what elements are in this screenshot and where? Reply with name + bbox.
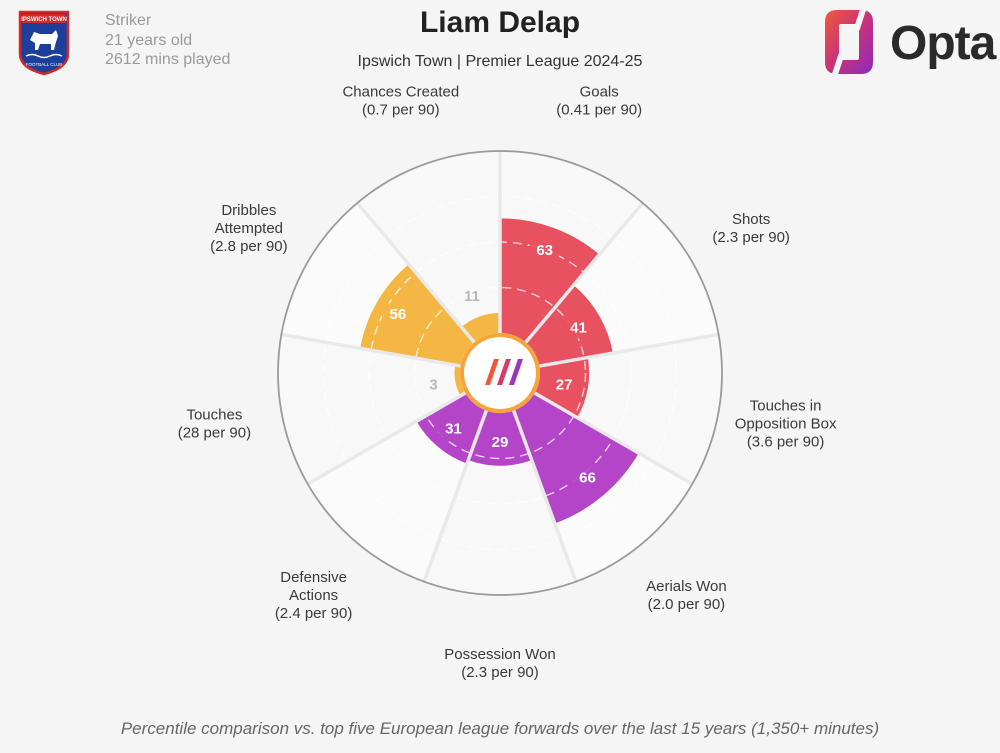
value-label-background xyxy=(571,466,604,489)
bar-aerials-won xyxy=(513,393,639,524)
background-sector xyxy=(357,151,500,343)
value-label: 56 xyxy=(390,306,407,323)
logo-slash xyxy=(509,359,523,385)
player-name-title: Liam Delap xyxy=(419,6,581,39)
background-sector xyxy=(278,334,466,484)
value-label-group: 29 xyxy=(484,430,516,453)
gridline-ring xyxy=(413,286,587,460)
logo-slash xyxy=(497,359,511,385)
value-label-group: 41 xyxy=(562,316,595,339)
value-label-background xyxy=(484,430,516,453)
background-sector xyxy=(424,410,576,595)
team-league-subtitle: Ipswich Town | Premier League 2024-25 xyxy=(357,53,643,70)
metric-name-label: Possession Won xyxy=(444,646,555,663)
metric-name-label: Goals xyxy=(580,83,619,100)
metric-label-group: Chances Created(0.7 per 90) xyxy=(342,83,459,118)
metric-rate-label: (3.6 per 90) xyxy=(747,433,825,450)
metric-rate-label: (0.7 per 90) xyxy=(362,101,440,118)
value-label-group: 66 xyxy=(571,466,604,489)
player-position: Striker xyxy=(105,12,152,29)
value-label: 41 xyxy=(570,320,587,337)
metric-label-group: Touches(28 per 90) xyxy=(178,406,251,441)
value-label-group: 11 xyxy=(464,288,480,305)
center-disc xyxy=(464,337,536,409)
metric-name-label: Shots xyxy=(732,211,770,228)
value-label-background xyxy=(562,316,595,339)
metric-name-label: Defensive xyxy=(280,569,347,586)
player-meta: Striker 21 years old 2612 mins played xyxy=(105,11,230,70)
player-age: 21 years old xyxy=(105,31,193,49)
value-label-group: 56 xyxy=(381,303,414,326)
metric-name-label: Touches in xyxy=(750,397,822,414)
metric-name-label: Actions xyxy=(289,587,338,604)
metric-rate-label: (2.0 per 90) xyxy=(648,596,726,613)
opta-brand-text: Opta xyxy=(890,17,996,70)
bar-chances-created xyxy=(461,312,500,343)
value-label-background xyxy=(381,303,414,326)
value-label: 27 xyxy=(556,376,573,393)
metric-name-label: Aerials Won xyxy=(646,578,727,595)
bar-dribbles-attempted xyxy=(360,264,475,367)
footnote: Percentile comparison vs. top five Europ… xyxy=(120,719,880,738)
club-crest-logo: IPSWICH TOWN FOOTBALL CLUB xyxy=(18,10,70,76)
metric-label-group: Shots(2.3 per 90) xyxy=(712,211,790,246)
opta-logo-icon xyxy=(825,7,873,77)
metric-name-label: Chances Created xyxy=(342,83,459,100)
player-minutes: 2612 mins played xyxy=(105,51,231,68)
metric-name-label: Touches xyxy=(186,406,242,423)
metric-rate-label: (2.3 per 90) xyxy=(712,229,790,246)
metric-name-label: Dribbles xyxy=(221,202,276,219)
value-label: 63 xyxy=(536,242,553,259)
value-label-group: 63 xyxy=(528,239,561,262)
value-label-group: 27 xyxy=(548,373,581,396)
value-label-background xyxy=(437,417,470,440)
crest-text-top: IPSWICH TOWN xyxy=(21,17,67,23)
radial-separator xyxy=(306,391,467,486)
logo-slash xyxy=(485,359,499,385)
radial-separator xyxy=(533,391,694,486)
value-label: 31 xyxy=(445,420,462,437)
metric-rate-label: (2.4 per 90) xyxy=(275,605,353,622)
bar-goals xyxy=(500,218,600,343)
value-label-group: 3 xyxy=(429,377,437,394)
value-label: 29 xyxy=(492,434,509,451)
value-label: 66 xyxy=(579,469,596,486)
metric-rate-label: (2.8 per 90) xyxy=(210,238,288,255)
value-label: 11 xyxy=(464,288,480,305)
radial-separator xyxy=(539,332,719,368)
metric-rate-label: (2.3 per 90) xyxy=(461,664,539,681)
crest-banner xyxy=(22,14,66,23)
value-label: 3 xyxy=(429,377,437,394)
crest-text-bottom: FOOTBALL CLUB xyxy=(26,62,63,67)
metric-label-group: Possession Won(2.3 per 90) xyxy=(444,646,555,681)
outer-ring xyxy=(277,150,723,596)
radial-separator xyxy=(524,201,645,344)
value-label-background xyxy=(528,239,561,262)
metric-label-group: Goals(0.41 per 90) xyxy=(556,83,642,118)
metric-rate-label: (28 per 90) xyxy=(178,424,251,441)
radial-separator xyxy=(355,201,476,344)
metric-name-label: Opposition Box xyxy=(735,415,837,432)
radial-separator xyxy=(422,409,488,583)
metric-label-group: Aerials Won(2.0 per 90) xyxy=(646,578,727,613)
value-label-background xyxy=(548,373,581,396)
horse-icon xyxy=(30,30,58,50)
value-label-group: 31 xyxy=(437,417,470,440)
metric-name-label: Attempted xyxy=(215,220,283,237)
bar-touches xyxy=(454,365,466,396)
radial-separator xyxy=(512,409,578,583)
metric-rate-label: (0.41 per 90) xyxy=(556,101,642,118)
opta-center-icon xyxy=(485,359,523,385)
radial-separator xyxy=(281,332,461,368)
